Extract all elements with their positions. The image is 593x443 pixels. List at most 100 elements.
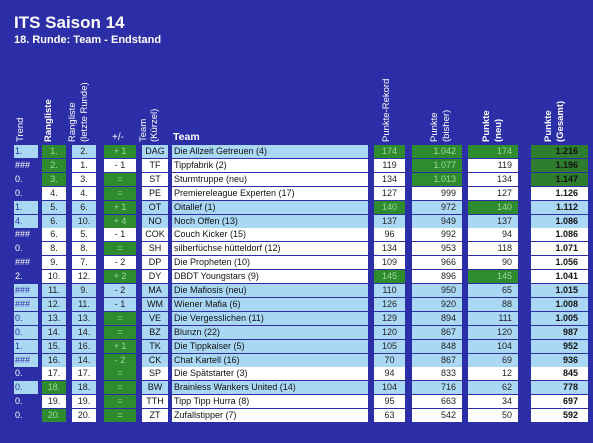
total-points-cell: 1.086	[531, 214, 588, 228]
new-points-cell: 111	[468, 311, 518, 325]
header-points-2: (neu)	[493, 118, 504, 142]
new-points-cell: 12	[468, 367, 518, 381]
team-name-cell: Sturmtruppe (neu)	[172, 172, 368, 186]
team-abbr-cell: SH	[142, 242, 168, 256]
record-cell: 119	[374, 158, 405, 172]
team-name-cell: Noch Offen (13)	[172, 214, 368, 228]
team-abbr-cell: BZ	[142, 325, 168, 339]
total-points-cell: 1.216	[531, 145, 588, 158]
delta-cell: =	[104, 409, 136, 423]
header-prior-1: Punkte	[429, 112, 440, 142]
trend-cell: 1.	[14, 145, 38, 158]
header-trend: Trend	[15, 117, 26, 142]
table-row: 0. 13. 13. = VE Die Vergesslichen (11) 129 894 1…	[0, 311, 593, 326]
prior-points-cell: 966	[412, 256, 462, 270]
trend-cell: 0.	[14, 325, 38, 339]
delta-cell: - 2	[104, 256, 136, 270]
team-name-cell: Die Spätstarter (3)	[172, 367, 368, 381]
total-points-cell: 592	[531, 409, 588, 423]
rank-cell: 16.	[42, 353, 66, 367]
team-abbr-cell: TF	[142, 158, 168, 172]
rank-cell: 13.	[42, 311, 66, 325]
trend-cell: 0.	[15, 243, 23, 254]
table-row: 0. 19. 19. = TTH Tipp Tipp Hurra (8) 95 663 34 69…	[0, 395, 593, 409]
table-row: 2. 10. 12. + 2 DY DBDT Youngstars (9) 145 896 14…	[0, 270, 593, 284]
delta-cell: =	[104, 367, 136, 381]
new-points-cell: 88	[468, 297, 518, 311]
new-points-cell: 140	[468, 200, 518, 214]
total-points-cell: 1.196	[531, 158, 588, 172]
prior-points-cell: 950	[412, 284, 462, 297]
new-points-cell: 65	[468, 284, 518, 297]
new-points-cell: 134	[468, 172, 518, 186]
team-name-cell: Die Vergesslichen (11)	[172, 311, 368, 325]
table-row: 0. 4. 4. = PE Premiereleague Experten (17) 127…	[0, 186, 593, 201]
team-abbr-cell: DY	[142, 270, 168, 284]
prior-points-cell: 1.042	[412, 145, 462, 158]
total-points-cell: 697	[531, 395, 588, 409]
total-points-cell: 987	[531, 325, 588, 339]
rank-cell: 1.	[42, 145, 66, 158]
header-rank: Rangliste	[43, 99, 54, 142]
new-points-cell: 94	[468, 228, 518, 242]
rank-cell: 9.	[42, 256, 66, 270]
prev-rank-cell: 20.	[72, 409, 96, 423]
delta-cell: =	[104, 381, 136, 395]
delta-cell: + 1	[104, 200, 136, 214]
team-name-cell: Die Tippkaiser (5)	[172, 339, 368, 353]
prior-points-cell: 953	[412, 242, 462, 256]
prev-rank-cell: 3.	[72, 172, 96, 186]
trend-cell: ###	[15, 159, 31, 170]
delta-cell: =	[104, 325, 136, 339]
trend-cell: ###	[14, 284, 38, 297]
team-abbr-cell: NO	[142, 214, 168, 228]
team-name-cell: Die Propheten (10)	[172, 256, 368, 270]
team-abbr-cell: TK	[142, 339, 168, 353]
prev-rank-cell: 10.	[72, 214, 96, 228]
record-cell: 63	[374, 409, 405, 423]
header-total-2: (Gesamt)	[555, 100, 566, 142]
record-cell: 140	[374, 200, 405, 214]
rank-cell: 5.	[42, 200, 66, 214]
rank-cell: 14.	[42, 325, 66, 339]
new-points-cell: 69	[468, 353, 518, 367]
prior-points-cell: 867	[412, 353, 462, 367]
delta-cell: - 2	[104, 353, 136, 367]
rank-cell: 6.	[42, 228, 66, 242]
rank-cell: 10.	[42, 270, 66, 284]
prior-points-cell: 999	[412, 186, 462, 200]
team-abbr-cell: ZT	[142, 409, 168, 423]
prior-points-cell: 542	[412, 409, 462, 423]
delta-cell: - 1	[104, 158, 136, 172]
record-cell: 145	[374, 270, 405, 284]
team-name-cell: Wiener Mafia (6)	[172, 297, 368, 311]
table-row: 0. 3. 3. = ST Sturmtruppe (neu) 134 1.013 134 1.1…	[0, 172, 593, 187]
header-team: Team	[173, 131, 200, 143]
team-abbr-cell: COK	[142, 228, 168, 242]
new-points-cell: 174	[468, 145, 518, 158]
total-points-cell: 952	[531, 339, 588, 353]
trend-cell: 2.	[15, 271, 23, 282]
rank-cell: 20.	[42, 409, 66, 423]
delta-cell: =	[104, 242, 136, 256]
delta-cell: =	[104, 395, 136, 409]
table-row: 0. 17. 17. = SP Die Spätstarter (3) 94 833 12 845	[0, 367, 593, 381]
trend-cell: ###	[15, 229, 31, 240]
rank-cell: 15.	[42, 339, 66, 353]
prev-rank-cell: 14.	[72, 325, 96, 339]
record-cell: 134	[374, 172, 405, 186]
table-row: 1. 5. 6. + 1 OT Oitallef (1) 140 972 140 1.112	[0, 200, 593, 215]
delta-cell: + 4	[104, 214, 136, 228]
team-name-cell: Tipp Tipp Hurra (8)	[172, 395, 368, 409]
header-total-1: Punkte	[543, 110, 554, 142]
prior-points-cell: 1.013	[412, 172, 462, 186]
table-row: 4. 6. 10. + 4 NO Noch Offen (13) 137 949 137 1.08…	[0, 214, 593, 229]
trend-cell: 1.	[14, 200, 38, 214]
new-points-cell: 62	[468, 381, 518, 395]
header-abbr-2: (Kürzel)	[149, 108, 160, 142]
rank-cell: 17.	[42, 367, 66, 381]
rank-cell: 11.	[42, 284, 66, 297]
trend-cell: ###	[15, 257, 31, 268]
prior-points-cell: 848	[412, 339, 462, 353]
team-abbr-cell: VE	[142, 311, 168, 325]
